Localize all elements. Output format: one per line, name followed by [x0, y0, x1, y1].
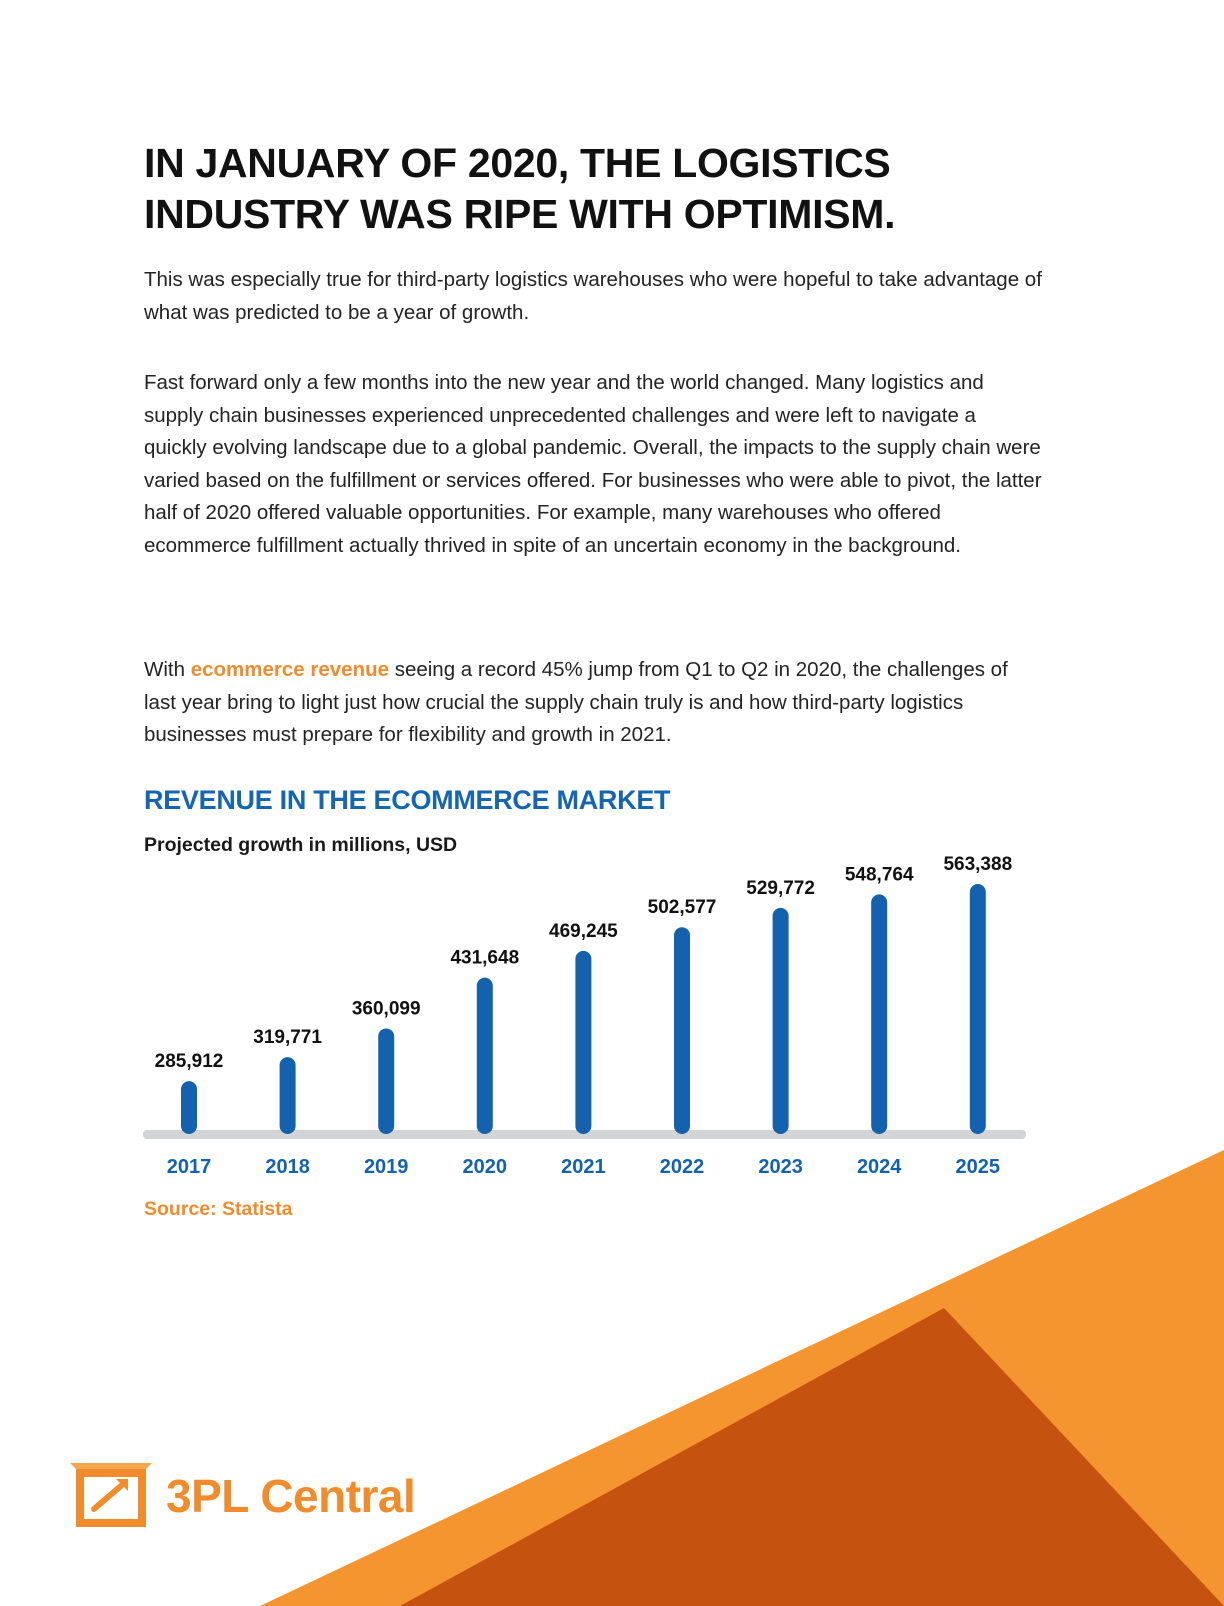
- chart-subtitle: Projected growth in millions, USD: [144, 834, 458, 856]
- page-heading: IN JANUARY OF 2020, THE LOGISTICS INDUST…: [144, 140, 896, 237]
- chart-source: Source: Statista: [144, 1198, 293, 1220]
- paragraph-text-before: With: [144, 658, 191, 681]
- package-box-icon: [70, 1463, 152, 1527]
- ecommerce-revenue-link[interactable]: ecommerce revenue: [190, 658, 389, 681]
- brand-name: 3PL Central: [166, 1470, 416, 1522]
- dark-orange-triangle: [400, 1308, 1224, 1606]
- paragraph-text-after: seeing a record 45% jump from Q1 to Q2 i…: [144, 658, 1008, 746]
- intro-paragraph: This was especially true for third-party…: [144, 268, 1042, 324]
- chart-title: REVENUE IN THE ECOMMERCE MARKET: [144, 785, 671, 815]
- ecommerce-paragraph: With ecommerce revenue seeing a record 4…: [144, 654, 1044, 752]
- pandemic-paragraph: Fast forward only a few months into the …: [144, 371, 1042, 557]
- brand-logo: 3PL Central: [70, 1455, 416, 1537]
